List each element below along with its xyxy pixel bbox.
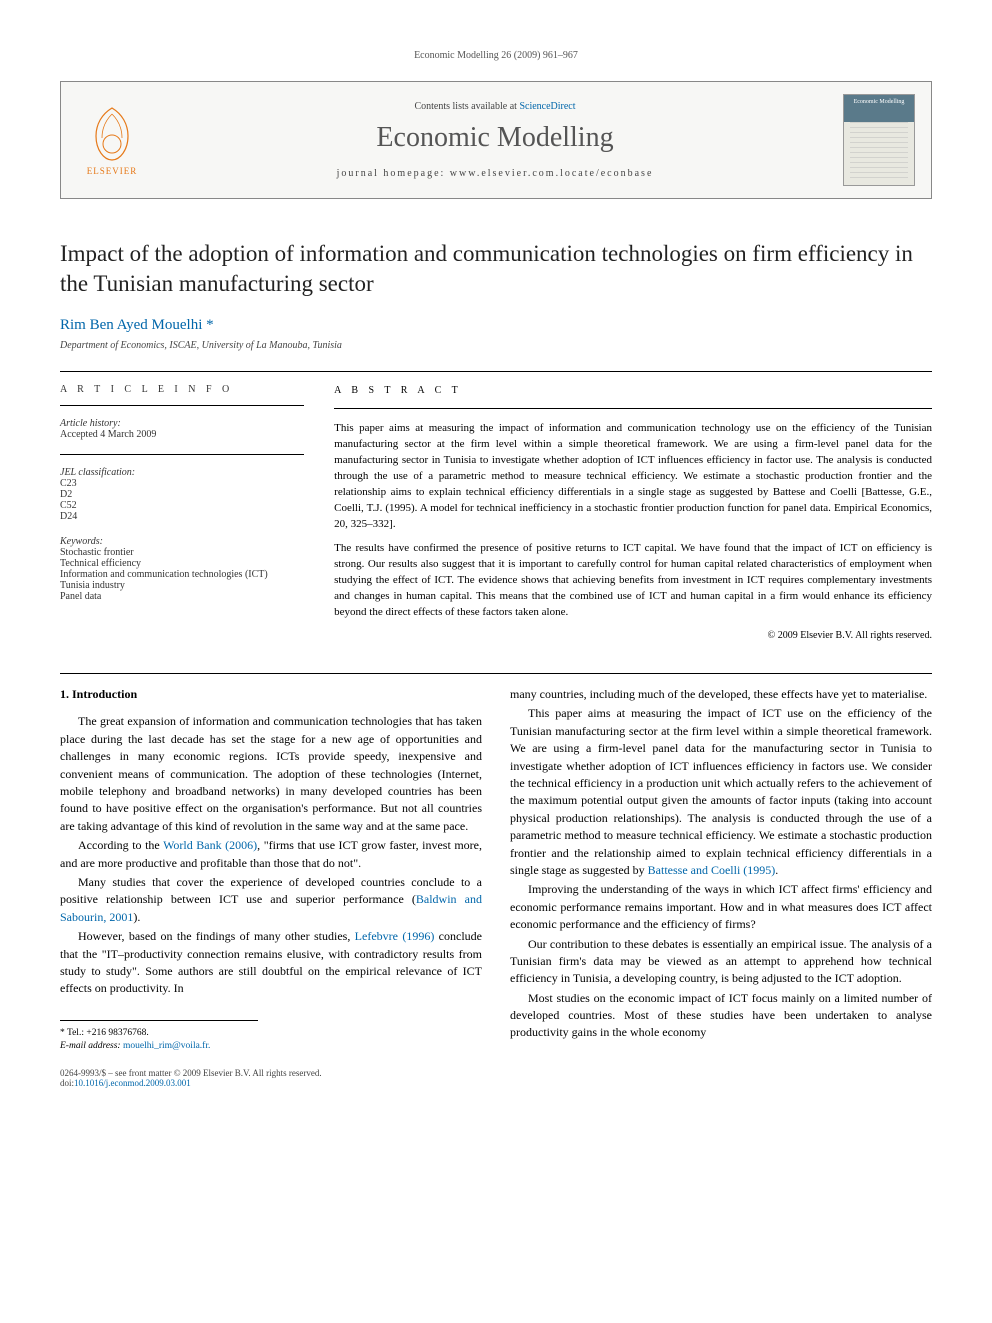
author-name[interactable]: Rim Ben Ayed Mouelhi (60, 317, 202, 333)
article-info-column: A R T I C L E I N F O Article history: A… (60, 384, 304, 643)
keywords-block: Keywords: Stochastic frontier Technical … (60, 536, 304, 602)
article-title: Impact of the adoption of information an… (60, 239, 932, 299)
keyword: Technical efficiency (60, 558, 304, 569)
body-paragraph: Improving the understanding of the ways … (510, 881, 932, 933)
abstract-column: A B S T R A C T This paper aims at measu… (334, 384, 932, 643)
jel-label: JEL classification: (60, 467, 304, 478)
corresponding-author-mark[interactable]: * (206, 317, 214, 333)
body-paragraph: Most studies on the economic impact of I… (510, 990, 932, 1042)
info-abstract-row: A R T I C L E I N F O Article history: A… (60, 384, 932, 643)
abstract-paragraph: The results have confirmed the presence … (334, 541, 932, 621)
body-paragraph: According to the World Bank (2006), "fir… (60, 837, 482, 872)
page-footer: 0264-9993/$ – see front matter © 2009 El… (60, 1068, 932, 1088)
jel-code: D2 (60, 489, 304, 500)
elsevier-logo: ELSEVIER (77, 100, 147, 180)
footer-doi: doi:10.1016/j.econmod.2009.03.001 (60, 1078, 932, 1088)
keywords-label: Keywords: (60, 536, 304, 547)
abstract-copyright: © 2009 Elsevier B.V. All rights reserved… (334, 629, 932, 644)
journal-name: Economic Modelling (163, 122, 827, 154)
body-paragraph: However, based on the findings of many o… (60, 928, 482, 998)
journal-cover-label: Economic Modelling (844, 99, 914, 105)
sciencedirect-link[interactable]: ScienceDirect (519, 101, 575, 112)
author-line: Rim Ben Ayed Mouelhi * (60, 317, 932, 334)
footnotes: * Tel.: +216 98376768. E-mail address: m… (60, 1020, 258, 1055)
body-paragraph: many countries, including much of the de… (510, 686, 932, 703)
history-value: Accepted 4 March 2009 (60, 429, 304, 440)
keyword: Tunisia industry (60, 580, 304, 591)
contents-text: Contents lists available at (414, 101, 516, 112)
article-history: Article history: Accepted 4 March 2009 (60, 418, 304, 440)
footnote-email-label: E-mail address: (60, 1041, 121, 1051)
journal-header-center: Contents lists available at ScienceDirec… (163, 101, 827, 179)
body-paragraph: Many studies that cover the experience o… (60, 874, 482, 926)
page: Economic Modelling 26 (2009) 961–967 ELS… (0, 0, 992, 1138)
jel-block: JEL classification: C23 D2 C52 D24 (60, 467, 304, 522)
body-paragraph: The great expansion of information and c… (60, 713, 482, 835)
keyword: Information and communication technologi… (60, 569, 304, 580)
journal-header: ELSEVIER Contents lists available at Sci… (60, 81, 932, 199)
body-columns: 1. Introduction The great expansion of i… (60, 686, 932, 1054)
rule-body-top (60, 673, 932, 674)
running-header: Economic Modelling 26 (2009) 961–967 (60, 50, 932, 61)
keyword: Panel data (60, 591, 304, 602)
section-heading: 1. Introduction (60, 686, 482, 703)
body-paragraph: Our contribution to these debates is ess… (510, 936, 932, 988)
rule-abstract (334, 408, 932, 409)
footnote-email-link[interactable]: mouelhi_rim@voila.fr. (123, 1041, 210, 1051)
rule-top (60, 371, 932, 372)
journal-cover-thumbnail: Economic Modelling (843, 94, 915, 186)
jel-code: D24 (60, 511, 304, 522)
affiliation: Department of Economics, ISCAE, Universi… (60, 340, 932, 351)
keyword: Stochastic frontier (60, 547, 304, 558)
contents-available-line: Contents lists available at ScienceDirec… (163, 101, 827, 112)
footnote-email-line: E-mail address: mouelhi_rim@voila.fr. (60, 1040, 258, 1054)
jel-code: C52 (60, 500, 304, 511)
doi-link[interactable]: 10.1016/j.econmod.2009.03.001 (74, 1078, 191, 1088)
abstract-paragraph: This paper aims at measuring the impact … (334, 421, 932, 533)
jel-code: C23 (60, 478, 304, 489)
history-label: Article history: (60, 418, 304, 429)
journal-homepage: journal homepage: www.elsevier.com.locat… (163, 168, 827, 179)
abstract-heading: A B S T R A C T (334, 384, 932, 399)
elsevier-label: ELSEVIER (87, 166, 138, 176)
rule-info-1 (60, 405, 304, 406)
body-paragraph: This paper aims at measuring the impact … (510, 705, 932, 879)
footer-line: 0264-9993/$ – see front matter © 2009 El… (60, 1068, 932, 1078)
article-info-heading: A R T I C L E I N F O (60, 384, 304, 395)
rule-info-2 (60, 454, 304, 455)
footnote-tel: * Tel.: +216 98376768. (60, 1027, 258, 1041)
